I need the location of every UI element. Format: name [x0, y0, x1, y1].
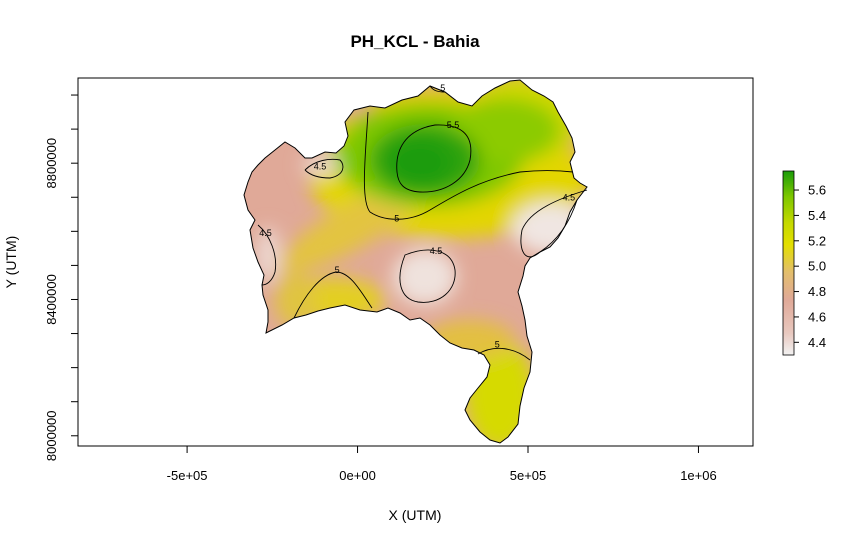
contour-label: 5 — [394, 213, 399, 223]
colorbar-tick-label: 4.4 — [808, 335, 826, 350]
colorbar-gradient — [782, 170, 795, 356]
y-axis: 8000000 8400000 8800000 — [44, 94, 79, 461]
y-tick-label: 8000000 — [44, 410, 59, 461]
x-axis-label: X (UTM) — [389, 507, 442, 523]
contour-5-central — [363, 111, 574, 220]
contour-label: 5 — [335, 265, 340, 275]
y-tick-label: 8400000 — [44, 274, 59, 325]
x-axis: -5e+05 0e+00 5e+05 1e+06 — [167, 445, 717, 483]
contour-label: 4.5 — [314, 162, 327, 172]
bahia-boundary — [243, 79, 588, 444]
x-tick-label: -5e+05 — [167, 468, 208, 483]
heatmap-surface — [244, 80, 587, 443]
contour-label: 5.5 — [447, 120, 460, 130]
chart-title: PH_KCL - Bahia — [350, 32, 480, 51]
contour-4.5-center — [399, 249, 456, 303]
colorbar-tick-label: 5.0 — [808, 259, 826, 274]
colorbar-ticks: 4.4 4.6 4.8 5.0 5.2 5.4 5.6 — [794, 183, 826, 350]
colorbar-tick-label: 5.4 — [808, 208, 826, 223]
contour-label: 5 — [440, 83, 445, 93]
contour-5-north — [429, 85, 446, 93]
contour-label: 5 — [495, 339, 500, 349]
colorbar-tick-label: 5.6 — [808, 183, 826, 198]
contour-label: 4.5 — [259, 228, 272, 238]
y-tick-label: 8800000 — [44, 138, 59, 189]
contour-5-south — [477, 347, 531, 361]
contour-5-southwest — [293, 271, 373, 319]
x-tick-label: 5e+05 — [510, 468, 547, 483]
contour-4.5-west — [257, 224, 277, 286]
colorbar-tick-label: 5.2 — [808, 233, 826, 248]
contour-lines — [257, 85, 588, 361]
y-axis-label: Y (UTM) — [3, 236, 19, 289]
colorbar-tick-label: 4.6 — [808, 309, 826, 324]
contour-label: 4.5 — [563, 192, 576, 202]
contour-labels: 4.5 4.5 4.5 4.5 5 5 5 5 5.5 — [259, 83, 575, 349]
x-tick-label: 1e+06 — [680, 468, 717, 483]
contour-label: 4.5 — [430, 246, 443, 256]
colorbar-tick-label: 4.8 — [808, 284, 826, 299]
x-tick-label: 0e+00 — [339, 468, 376, 483]
contour-5.5 — [396, 124, 472, 193]
contour-4.5-nw — [304, 158, 344, 179]
colorbar: 4.4 4.6 4.8 5.0 5.2 5.4 5.6 — [782, 170, 826, 356]
